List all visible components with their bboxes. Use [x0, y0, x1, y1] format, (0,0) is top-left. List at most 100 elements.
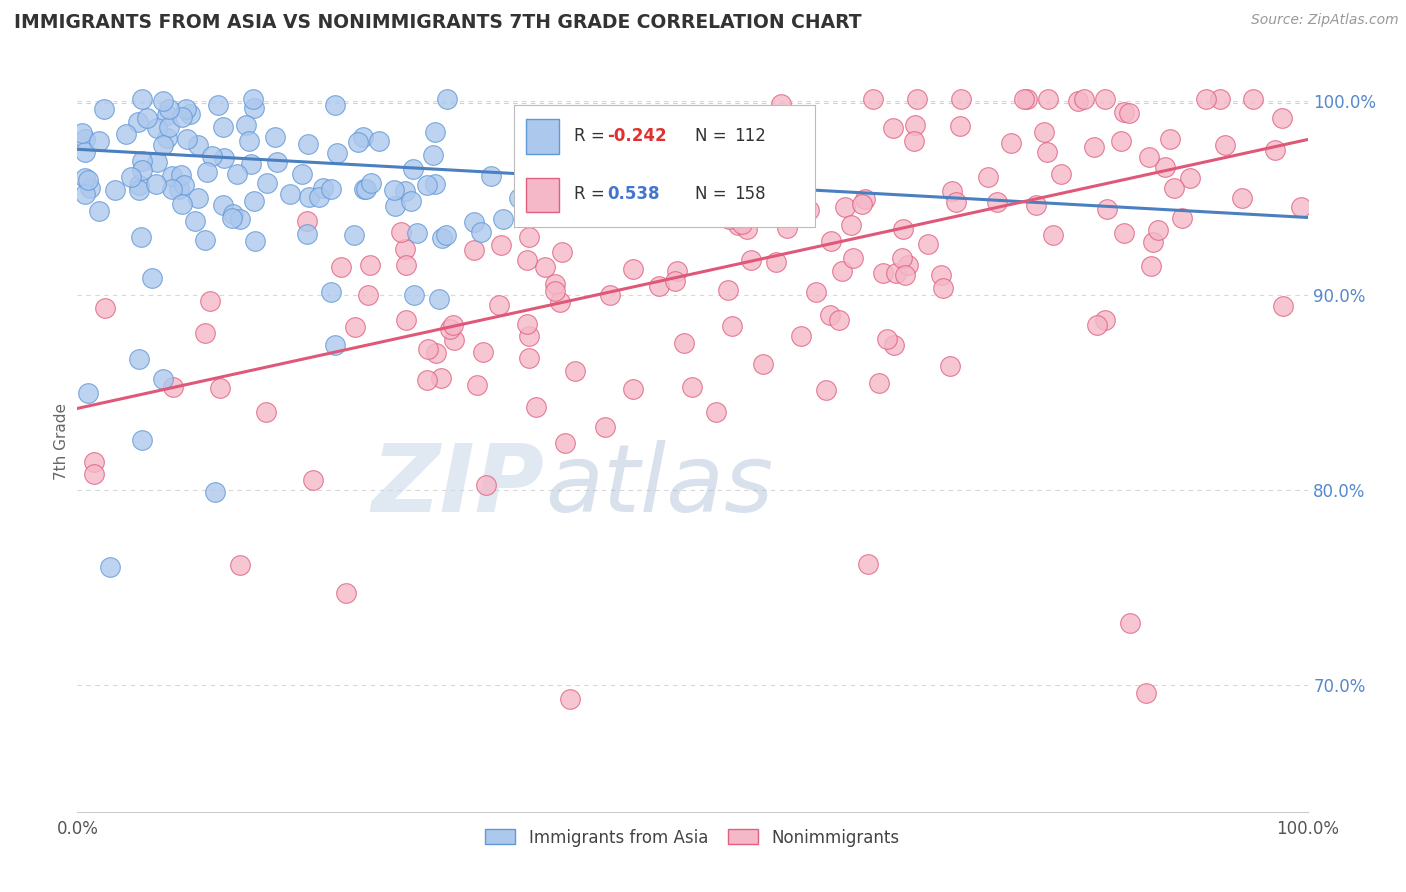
Point: [893, 222, 915, 236]
Point: [789, 328, 811, 343]
Point: [183, 214, 205, 228]
Point: [321, 285, 343, 299]
Point: [418, 342, 440, 356]
Point: [94, 301, 117, 315]
Point: [818, 309, 841, 323]
Point: [264, 130, 287, 145]
Point: [897, 258, 920, 272]
Point: [917, 236, 939, 251]
Point: [856, 557, 879, 571]
Point: [179, 106, 201, 120]
Point: [664, 274, 686, 288]
Point: [695, 191, 717, 205]
Point: [475, 478, 498, 492]
Point: [904, 118, 927, 132]
Y-axis label: 7th Grade: 7th Grade: [53, 403, 69, 480]
Point: [212, 151, 235, 165]
Point: [405, 226, 427, 240]
Point: [834, 200, 856, 214]
Point: [544, 284, 567, 298]
Point: [395, 258, 418, 272]
Point: [228, 211, 250, 226]
Point: [831, 264, 853, 278]
Point: [1118, 106, 1140, 120]
Point: [441, 318, 464, 332]
Point: [425, 346, 447, 360]
Point: [301, 474, 323, 488]
Point: [517, 328, 540, 343]
Point: [1215, 138, 1237, 153]
Point: [83, 455, 105, 469]
Point: [711, 180, 734, 194]
Point: [152, 138, 174, 153]
Point: [79, 181, 101, 195]
Point: [73, 132, 96, 146]
Point: [145, 177, 167, 191]
Point: [416, 178, 439, 192]
Point: [1171, 211, 1194, 225]
Point: [621, 382, 644, 396]
Point: [1097, 202, 1119, 217]
Point: [986, 194, 1008, 209]
Point: [1241, 92, 1264, 106]
Point: [1025, 198, 1047, 212]
Point: [754, 189, 776, 203]
Point: [648, 278, 671, 293]
Point: [790, 210, 813, 224]
Point: [1085, 318, 1108, 332]
Point: [170, 197, 193, 211]
Point: [221, 211, 243, 225]
Point: [1271, 111, 1294, 125]
Point: [242, 92, 264, 106]
Point: [534, 260, 557, 274]
Point: [828, 312, 851, 326]
Point: [394, 242, 416, 256]
Point: [104, 183, 127, 197]
Point: [335, 586, 357, 600]
Text: Source: ZipAtlas.com: Source: ZipAtlas.com: [1251, 13, 1399, 28]
Point: [884, 267, 907, 281]
Point: [152, 95, 174, 109]
Point: [516, 317, 538, 331]
Point: [131, 92, 153, 106]
Point: [730, 205, 752, 219]
Point: [228, 558, 250, 573]
Point: [1147, 223, 1170, 237]
Point: [319, 182, 342, 196]
Point: [198, 294, 221, 309]
Point: [977, 170, 1000, 185]
Point: [681, 380, 703, 394]
Point: [131, 163, 153, 178]
Text: atlas: atlas: [546, 441, 773, 532]
Point: [312, 181, 335, 195]
Point: [360, 177, 382, 191]
Point: [1073, 92, 1095, 106]
Point: [1067, 95, 1090, 109]
Point: [516, 252, 538, 267]
Point: [1135, 686, 1157, 700]
Point: [131, 433, 153, 447]
Point: [1036, 92, 1059, 106]
Point: [1142, 235, 1164, 249]
Point: [325, 145, 347, 160]
Point: [73, 171, 96, 186]
Point: [905, 92, 928, 106]
Point: [342, 228, 364, 243]
Point: [156, 108, 179, 122]
Point: [717, 211, 740, 226]
Point: [430, 371, 453, 385]
Point: [89, 135, 111, 149]
Point: [212, 197, 235, 211]
Point: [323, 337, 346, 351]
Point: [704, 405, 727, 419]
Point: [793, 152, 815, 166]
Point: [1000, 136, 1022, 151]
Point: [672, 335, 695, 350]
Point: [73, 187, 96, 202]
Point: [83, 467, 105, 481]
Point: [770, 96, 793, 111]
Point: [395, 313, 418, 327]
Point: [1094, 312, 1116, 326]
Point: [256, 176, 278, 190]
Point: [463, 243, 485, 257]
